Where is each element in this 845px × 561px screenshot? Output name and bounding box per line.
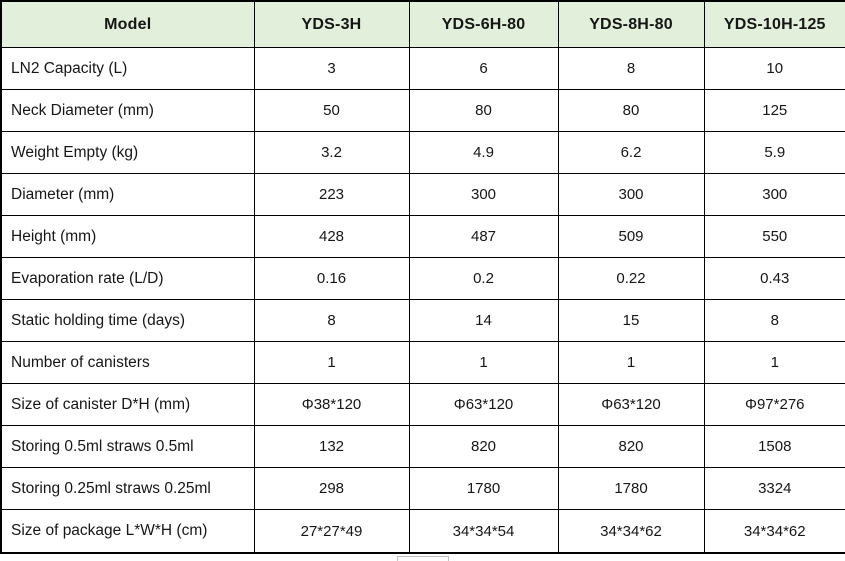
cell-value: 15 <box>557 299 705 343</box>
row-label: Weight Empty (kg) <box>0 131 255 175</box>
row-label: Diameter (mm) <box>0 173 255 217</box>
cell-value: Φ97*276 <box>703 383 845 427</box>
cell-value: 428 <box>253 215 410 259</box>
cell-value: 300 <box>703 173 845 217</box>
cell-value: 34*34*62 <box>703 509 845 554</box>
cell-value: 820 <box>408 425 559 469</box>
cell-value: Φ38*120 <box>253 383 410 427</box>
cell-value: 5.9 <box>703 131 845 175</box>
table-row: Storing 0.5ml straws 0.5ml 132 820 820 1508 <box>0 425 845 469</box>
table-row: Height (mm) 428 487 509 550 <box>0 215 845 259</box>
table-row: LN2 Capacity (L) 3 6 8 10 <box>0 46 845 91</box>
cell-value: 3 <box>253 46 410 91</box>
row-label: Storing 0.25ml straws 0.25ml <box>0 467 255 511</box>
cell-value: 50 <box>253 89 410 133</box>
cell-value: 1 <box>557 341 705 385</box>
cell-value: 1 <box>253 341 410 385</box>
cell-value: 1 <box>408 341 559 385</box>
row-label: Size of package L*W*H (cm) <box>0 509 255 554</box>
cell-value: 3324 <box>703 467 845 511</box>
cell-value: 14 <box>408 299 559 343</box>
table-header-row: Model YDS-3H YDS-6H-80 YDS-8H-80 YDS-10H-125 <box>0 0 845 48</box>
cell-value: 223 <box>253 173 410 217</box>
header-cell-yds-8h-80: YDS-8H-80 <box>557 0 705 48</box>
cell-value: 1780 <box>408 467 559 511</box>
table-row: Neck Diameter (mm) 50 80 80 125 <box>0 89 845 133</box>
row-label: Static holding time (days) <box>0 299 255 343</box>
cell-value: 1780 <box>557 467 705 511</box>
cell-value: 550 <box>703 215 845 259</box>
cell-value: 0.43 <box>703 257 845 301</box>
cell-value: 298 <box>253 467 410 511</box>
cell-value: 34*34*62 <box>557 509 705 554</box>
table-header: Model YDS-3H YDS-6H-80 YDS-8H-80 YDS-10H-125 <box>0 0 845 48</box>
cell-value: 3.2 <box>253 131 410 175</box>
cell-value: 27*27*49 <box>253 509 410 554</box>
row-label: Storing 0.5ml straws 0.5ml <box>0 425 255 469</box>
cell-value: 509 <box>557 215 705 259</box>
cell-value: Φ63*120 <box>557 383 705 427</box>
cell-value: 80 <box>557 89 705 133</box>
table-row: Size of package L*W*H (cm) 27*27*49 34*34*… <box>0 509 845 554</box>
cell-value: 1508 <box>703 425 845 469</box>
cell-value: 80 <box>408 89 559 133</box>
cell-value: 6 <box>408 46 559 91</box>
table-row: Evaporation rate (L/D) 0.16 0.2 0.22 0.43 <box>0 257 845 301</box>
table-row: Number of canisters 1 1 1 1 <box>0 341 845 385</box>
cell-value: 4.9 <box>408 131 559 175</box>
table-row: Size of canister D*H (mm) Φ38*120 Φ63*120 Φ… <box>0 383 845 427</box>
header-cell-model: Model <box>0 0 255 48</box>
cell-value: 8 <box>557 46 705 91</box>
table-row: Storing 0.25ml straws 0.25ml 298 1780 1780 3… <box>0 467 845 511</box>
cell-value: Φ63*120 <box>408 383 559 427</box>
cell-value: 10 <box>703 46 845 91</box>
table-body: LN2 Capacity (L) 3 6 8 10 Neck Diameter (mm) 5… <box>0 46 845 554</box>
cell-value: 132 <box>253 425 410 469</box>
cell-value: 0.22 <box>557 257 705 301</box>
cell-value: 487 <box>408 215 559 259</box>
cell-value: 34*34*54 <box>408 509 559 554</box>
header-cell-yds-10h-125: YDS-10H-125 <box>703 0 845 48</box>
page-break-marker <box>397 556 449 561</box>
row-label: Height (mm) <box>0 215 255 259</box>
table-row: Weight Empty (kg) 3.2 4.9 6.2 5.9 <box>0 131 845 175</box>
row-label: Evaporation rate (L/D) <box>0 257 255 301</box>
cell-value: 0.16 <box>253 257 410 301</box>
row-label: Number of canisters <box>0 341 255 385</box>
cell-value: 1 <box>703 341 845 385</box>
cell-value: 300 <box>557 173 705 217</box>
cell-value: 8 <box>703 299 845 343</box>
table-row: Diameter (mm) 223 300 300 300 <box>0 173 845 217</box>
cell-value: 8 <box>253 299 410 343</box>
row-label: LN2 Capacity (L) <box>0 46 255 91</box>
cell-value: 6.2 <box>557 131 705 175</box>
table-row: Static holding time (days) 8 14 15 8 <box>0 299 845 343</box>
row-label: Neck Diameter (mm) <box>0 89 255 133</box>
cell-value: 300 <box>408 173 559 217</box>
row-label: Size of canister D*H (mm) <box>0 383 255 427</box>
cell-value: 0.2 <box>408 257 559 301</box>
cell-value: 125 <box>703 89 845 133</box>
cell-value: 820 <box>557 425 705 469</box>
header-cell-yds-6h-80: YDS-6H-80 <box>408 0 559 48</box>
header-cell-yds-3h: YDS-3H <box>253 0 410 48</box>
